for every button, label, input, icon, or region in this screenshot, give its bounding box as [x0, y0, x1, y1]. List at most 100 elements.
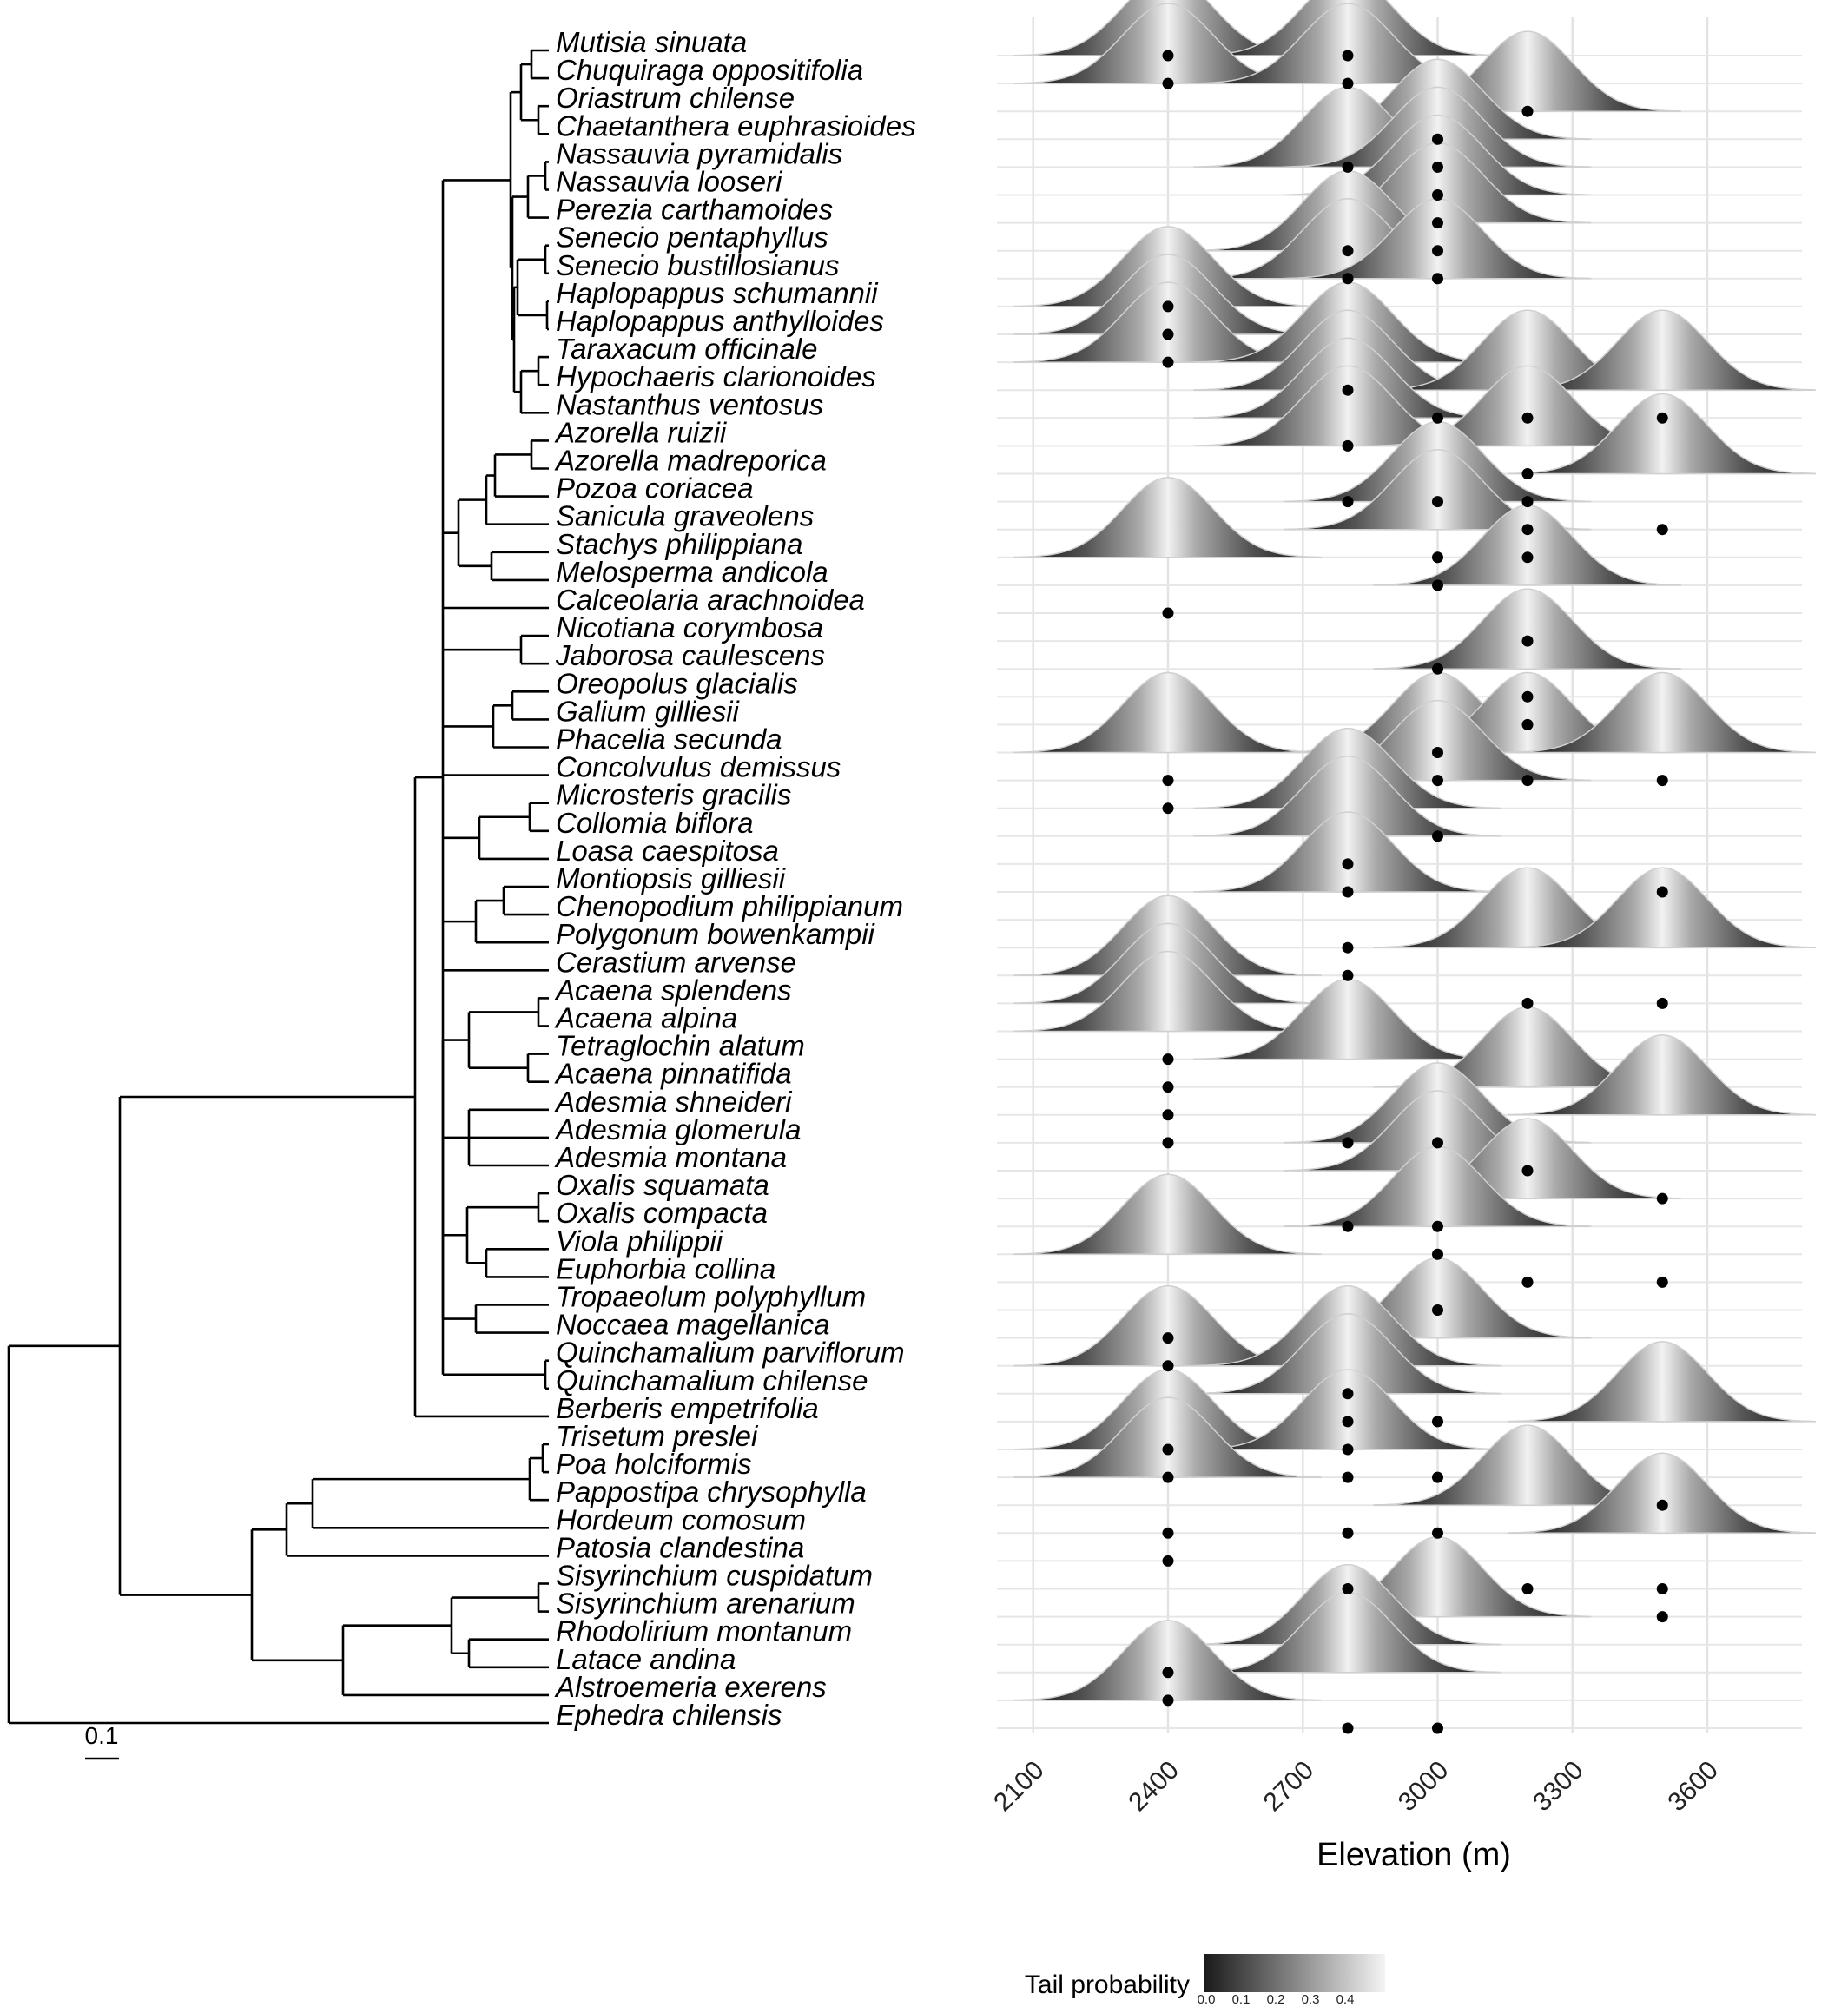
observation-point	[1656, 1499, 1668, 1511]
species-label: Sisyrinchium arenarium	[556, 1588, 855, 1620]
species-label: Tropaeolum polyphyllum	[556, 1281, 866, 1313]
observation-point	[1432, 1137, 1443, 1149]
density-ridge	[1013, 671, 1322, 754]
density-ridge	[1193, 811, 1502, 893]
species-label: Cerastium arvense	[556, 946, 796, 978]
observation-point	[1521, 496, 1534, 508]
density-ridge	[1508, 1452, 1817, 1535]
observation-point	[1342, 1137, 1354, 1149]
phylogenetic-tree	[7, 49, 549, 1725]
species-label: Microsteris gracilis	[556, 779, 791, 811]
species-label: Nassauvia looseri	[556, 166, 783, 198]
observation-point	[1342, 273, 1354, 285]
species-label: Berberis empetrifolia	[556, 1392, 819, 1424]
species-label: Acaena splendens	[554, 974, 792, 1006]
species-label: Sanicula graveolens	[556, 500, 814, 532]
observation-point	[1432, 189, 1443, 201]
observation-point	[1521, 997, 1534, 1009]
legend-tick-label: 0.4	[1336, 1992, 1355, 2007]
species-label: Tetraglochin alatum	[556, 1030, 805, 1062]
observation-point	[1162, 1137, 1174, 1149]
density-ridge	[1013, 1173, 1322, 1256]
observation-point	[1432, 133, 1443, 145]
density-ridge	[1013, 477, 1322, 558]
species-label: Mutisia sinuata	[556, 26, 747, 58]
species-label: Jaborosa caulescens	[555, 639, 825, 671]
observation-point	[1432, 161, 1443, 173]
species-label: Senecio pentaphyllus	[556, 221, 828, 254]
density-ridge	[1373, 588, 1681, 670]
species-label: Pappostipa chrysophylla	[556, 1476, 867, 1508]
species-label: Nastanthus ventosus	[556, 388, 823, 420]
density-ridge	[1508, 867, 1817, 948]
observation-point	[1162, 1053, 1174, 1066]
observation-point	[1432, 1471, 1443, 1483]
species-label: Trisetum preslei	[556, 1420, 759, 1452]
species-label: Stachys philippiana	[556, 528, 802, 560]
observation-point	[1521, 551, 1534, 564]
observation-point	[1162, 1109, 1174, 1121]
observation-point	[1432, 1304, 1443, 1316]
species-label: Azorella madreporica	[554, 445, 827, 477]
observation-point	[1342, 1583, 1354, 1594]
observation-point	[1162, 1555, 1174, 1567]
legend: Tail probability 0.0 0.1 0.2 0.3 0.4	[1025, 1954, 1385, 2007]
species-label: Galium gilliesii	[556, 695, 741, 727]
observation-point	[1162, 1471, 1174, 1483]
observation-point	[1432, 1220, 1443, 1232]
observation-point	[1342, 1416, 1354, 1428]
observation-point	[1342, 245, 1354, 257]
species-label: Phacelia secunda	[556, 723, 782, 756]
observation-point	[1656, 997, 1668, 1009]
observation-point	[1521, 775, 1534, 787]
species-label: Adesmia glomerula	[554, 1113, 801, 1145]
species-label: Adesmia shneideri	[554, 1086, 793, 1118]
legend-colorbar	[1204, 1954, 1385, 1992]
observation-point	[1162, 775, 1174, 787]
observation-point	[1162, 1694, 1174, 1707]
observation-point	[1342, 1722, 1354, 1734]
observation-point	[1342, 384, 1354, 396]
observation-point	[1521, 718, 1534, 730]
species-label: Alstroemeria exerens	[554, 1671, 827, 1703]
species-label: Sisyrinchium cuspidatum	[556, 1560, 873, 1592]
observation-point	[1521, 1583, 1534, 1594]
observation-point	[1342, 969, 1354, 981]
observation-point	[1432, 273, 1443, 285]
observation-point	[1656, 1583, 1668, 1594]
observation-point	[1162, 607, 1174, 619]
observation-point	[1521, 105, 1534, 117]
observation-point	[1432, 775, 1443, 787]
observation-point	[1342, 1443, 1354, 1456]
label-clip	[990, 0, 997, 1733]
tree-scale-label: 0.1	[85, 1722, 119, 1749]
species-label: Adesmia montana	[554, 1141, 787, 1173]
observation-point	[1432, 551, 1443, 564]
species-label: Loasa caespitosa	[556, 835, 779, 867]
x-tick-label: 2700	[1258, 1756, 1320, 1818]
density-ridge	[1013, 1396, 1322, 1478]
density-ridge	[1508, 309, 1817, 391]
species-label: Oxalis compacta	[556, 1197, 768, 1229]
observation-point	[1162, 1527, 1174, 1539]
density-ridge	[1193, 756, 1502, 837]
observation-point	[1162, 1667, 1174, 1679]
species-label: Quinchamalium parviflorum	[556, 1337, 905, 1369]
observation-point	[1432, 830, 1443, 842]
species-label: Chaetanthera euphrasioides	[556, 109, 916, 142]
legend-tick-label: 0.3	[1302, 1992, 1320, 2007]
observation-point	[1342, 941, 1354, 954]
observation-point	[1162, 1443, 1174, 1456]
species-label: Haplopappus schumannii	[556, 277, 879, 309]
x-tick-label: 3300	[1528, 1756, 1589, 1818]
density-ridge	[1013, 1620, 1322, 1701]
legend-title: Tail probability	[1025, 1971, 1190, 1999]
observation-point	[1432, 245, 1443, 257]
x-axis-title: Elevation (m)	[1317, 1837, 1511, 1873]
species-label: Acaena pinnatifida	[554, 1058, 792, 1090]
species-label: Perezia carthamoides	[556, 194, 833, 226]
species-label: Azorella ruizii	[554, 416, 728, 448]
density-ridge	[1508, 393, 1817, 475]
species-label: Oreopolus glacialis	[556, 667, 798, 699]
